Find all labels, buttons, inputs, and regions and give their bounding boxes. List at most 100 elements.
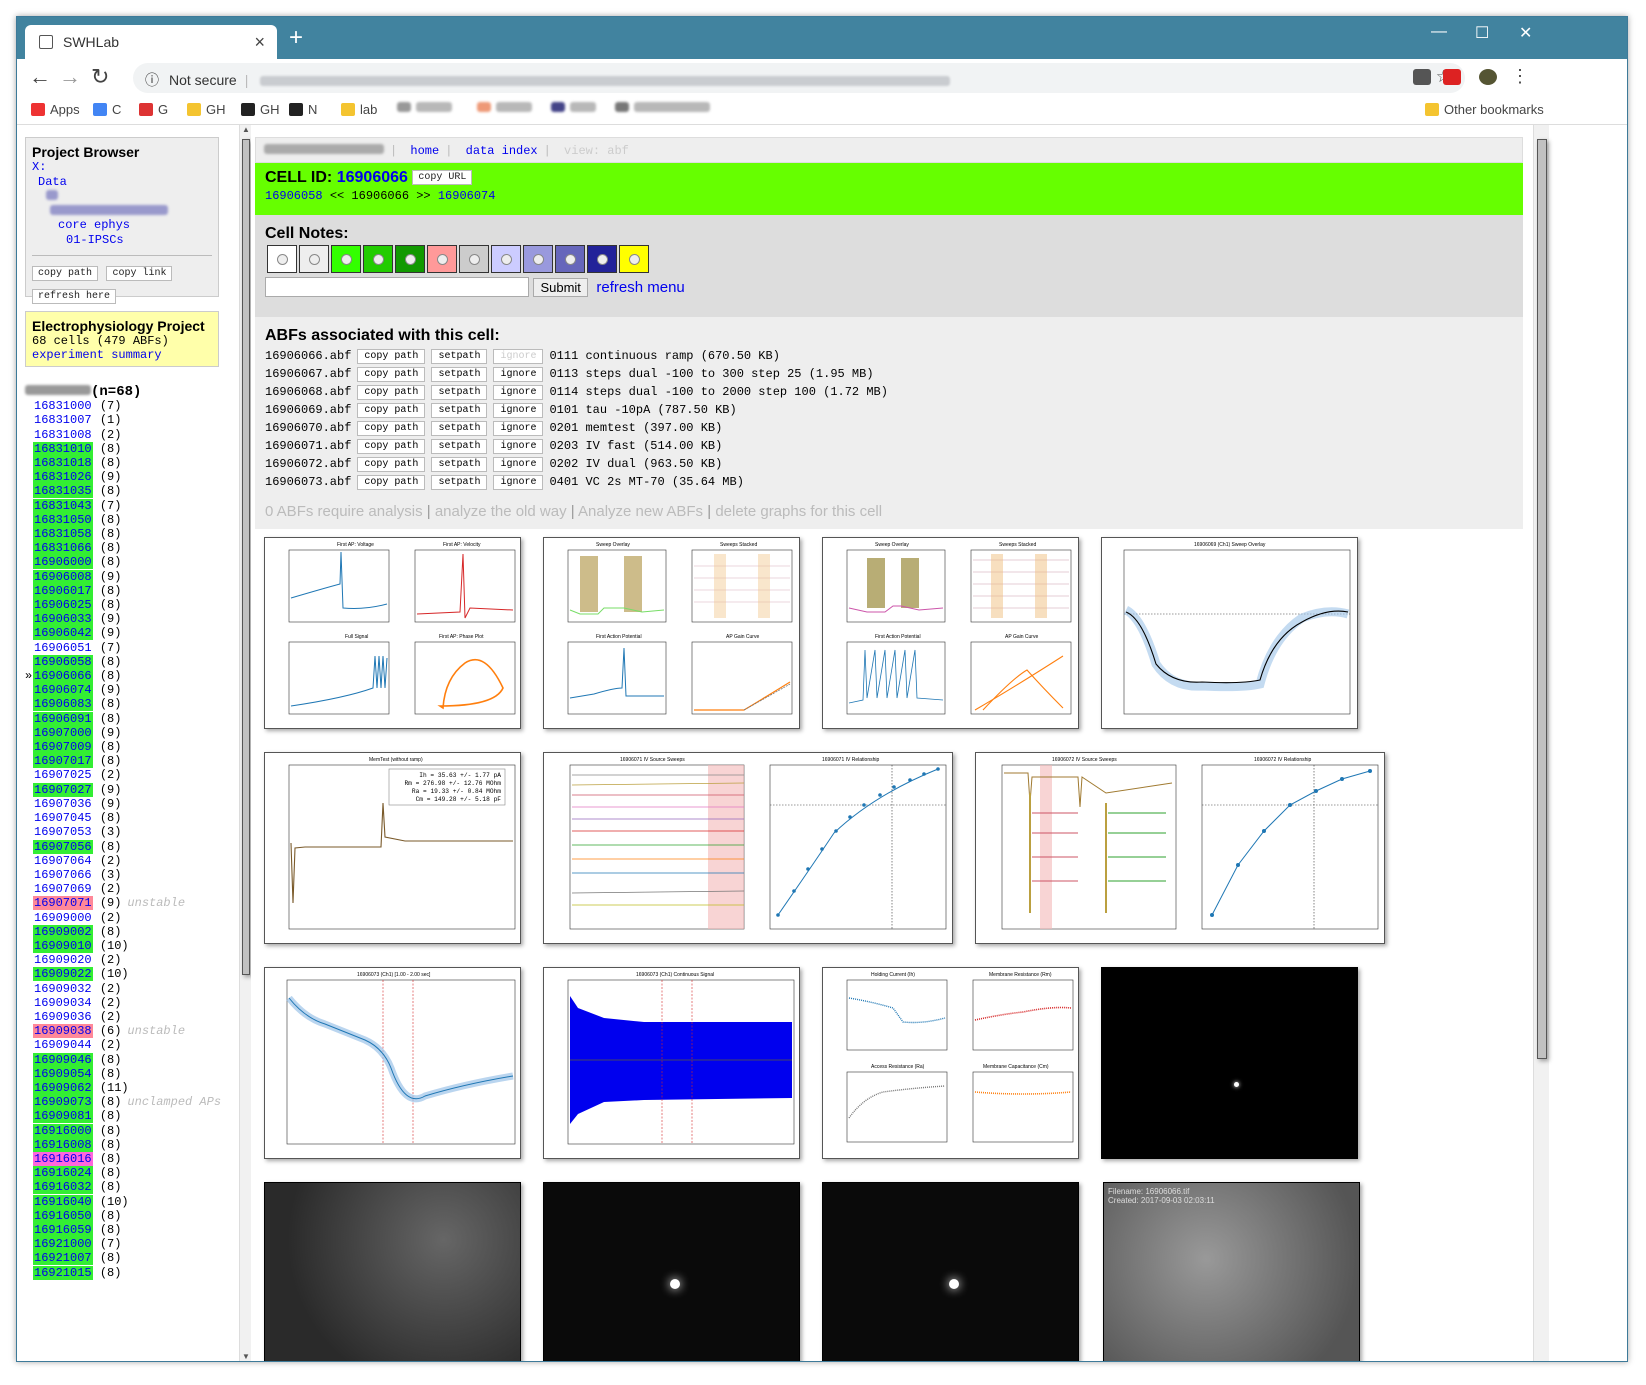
micrograph-5[interactable]: Filename: 16906066.tif Created: 2017-09-…	[1103, 1182, 1360, 1361]
abf-copy-path-button[interactable]: copy path	[357, 420, 426, 436]
micrograph-3[interactable]	[543, 1182, 800, 1361]
cell-link[interactable]: 16921007	[33, 1251, 93, 1266]
copy-url-button[interactable]: copy URL	[412, 170, 473, 186]
analyze-new-link[interactable]: Analyze new ABFs	[578, 503, 704, 520]
tree-core-ephys[interactable]: core ephys	[58, 218, 131, 232]
abf-setpath-button[interactable]: setpath	[431, 348, 488, 364]
abf-setpath-button[interactable]: setpath	[431, 384, 488, 400]
cell-link[interactable]: 16916000	[33, 1123, 93, 1138]
cell-link[interactable]: 16906025	[33, 598, 93, 613]
note-color-swatch[interactable]	[491, 245, 521, 273]
note-color-swatch[interactable]	[523, 245, 553, 273]
tab-close-icon[interactable]: ×	[254, 32, 265, 52]
cell-link[interactable]: 16907000	[33, 725, 93, 740]
cell-link[interactable]: 16906008	[33, 569, 93, 584]
cell-link[interactable]: 16831058	[33, 527, 93, 542]
micrograph-1[interactable]	[1101, 967, 1358, 1159]
tree-data[interactable]: Data	[38, 174, 67, 189]
bookmark-item[interactable]: G	[139, 102, 168, 117]
cell-link[interactable]: 16909044	[34, 1038, 92, 1053]
note-color-swatch[interactable]	[587, 245, 617, 273]
graph-steps-dual-2[interactable]: Sweep Overlay Sweeps Stacked First Action…	[822, 537, 1079, 729]
cell-link[interactable]: 16909032	[34, 981, 92, 996]
cell-link[interactable]: 16906033	[33, 612, 93, 627]
next-cell-link[interactable]: 16906074	[437, 189, 496, 203]
cell-id-link[interactable]: 16906066	[336, 169, 408, 186]
cell-link[interactable]: 16907064	[34, 853, 92, 868]
left-scrollbar[interactable]: ▲ ▼	[239, 125, 251, 1361]
abf-setpath-button[interactable]: setpath	[431, 474, 488, 490]
cell-link[interactable]: 16909010	[33, 938, 93, 953]
graph-vc-mt70[interactable]: 16906073 (Ch1) [1.00 - 2.00 sec]	[264, 967, 521, 1159]
note-color-swatch[interactable]	[331, 245, 361, 273]
abf-copy-path-button[interactable]: copy path	[357, 366, 426, 382]
cell-link[interactable]: 16909036	[34, 1009, 92, 1024]
cell-link[interactable]: 16907027	[33, 782, 93, 797]
abf-ignore-button[interactable]: ignore	[493, 402, 544, 418]
micrograph-4[interactable]	[822, 1182, 1079, 1361]
abf-ignore-button[interactable]: ignore	[493, 348, 544, 364]
abf-copy-path-button[interactable]: copy path	[357, 438, 426, 454]
abf-copy-path-button[interactable]: copy path	[357, 384, 426, 400]
graph-tau[interactable]: 16906069 (Ch1) Sweep Overlay	[1101, 537, 1358, 729]
forward-icon[interactable]: →	[59, 64, 81, 89]
abf-copy-path-button[interactable]: copy path	[357, 402, 426, 418]
cell-link[interactable]: 16916040	[33, 1194, 93, 1209]
cell-link[interactable]: 16907036	[34, 796, 92, 811]
cell-link[interactable]: 16907009	[33, 740, 93, 755]
graph-continuous-signal[interactable]: 16906073 (Ch1) Continuous Signal	[543, 967, 800, 1159]
tree-root[interactable]: X:	[32, 160, 47, 174]
cell-link[interactable]: 16909062	[33, 1080, 93, 1095]
cell-link[interactable]: 16907071	[33, 896, 93, 911]
abf-copy-path-button[interactable]: copy path	[357, 474, 426, 490]
note-input[interactable]	[265, 277, 529, 297]
cell-link[interactable]: 16831018	[33, 456, 93, 471]
cell-link[interactable]: 16831035	[33, 484, 93, 499]
cell-link[interactable]: 16916059	[33, 1222, 93, 1237]
cell-link[interactable]: 16909020	[34, 953, 92, 968]
note-color-swatch[interactable]	[299, 245, 329, 273]
graph-memtest[interactable]: MemTest (without ramp) Ih = 35.63 +/- 1.…	[264, 752, 521, 944]
copy-path-button[interactable]: copy path	[32, 266, 99, 281]
note-color-swatch[interactable]	[619, 245, 649, 273]
graph-first-ap[interactable]: First AP: Voltage First AP: Velocity Full…	[264, 537, 521, 729]
cell-link[interactable]: 16831050	[33, 512, 93, 527]
cell-link[interactable]: 16916050	[33, 1208, 93, 1223]
note-color-swatch[interactable]	[555, 245, 585, 273]
cell-link[interactable]: 16909046	[33, 1052, 93, 1067]
delete-graphs-link[interactable]: delete graphs for this cell	[715, 503, 883, 520]
graph-iv-dual[interactable]: 16906072 IV Source Sweeps 16906072 IV Rel…	[975, 752, 1385, 944]
cell-link[interactable]: 16909002	[33, 924, 93, 939]
cell-link[interactable]: 16909081	[33, 1109, 93, 1124]
graph-membrane-props[interactable]: Holding Current (Ih) Membrane Resistance …	[822, 967, 1079, 1159]
experiment-summary-link[interactable]: experiment summary	[32, 348, 162, 362]
note-color-swatch[interactable]	[459, 245, 489, 273]
refresh-menu-link[interactable]: refresh menu	[596, 278, 685, 296]
cell-link[interactable]: 16906017	[33, 583, 93, 598]
cell-link[interactable]: 16831066	[33, 541, 93, 556]
cell-link[interactable]: 16906083	[33, 697, 93, 712]
cell-link[interactable]: 16831010	[33, 441, 93, 456]
bookmark-item[interactable]: N	[289, 102, 317, 117]
cell-link[interactable]: 16906051	[34, 640, 92, 655]
right-scrollbar[interactable]	[1533, 125, 1549, 1361]
abf-copy-path-button[interactable]: copy path	[357, 348, 426, 364]
cell-link[interactable]: 16907025	[34, 768, 92, 783]
note-color-swatch[interactable]	[267, 245, 297, 273]
cell-link[interactable]: 16907045	[34, 811, 92, 826]
cell-link[interactable]: 16907069	[34, 882, 92, 897]
minimize-icon[interactable]: —	[1431, 23, 1447, 40]
cell-link[interactable]: 16909038	[33, 1024, 93, 1039]
other-bookmarks[interactable]: Other bookmarks	[1425, 102, 1544, 117]
close-window-icon[interactable]: ✕	[1519, 25, 1533, 42]
abf-ignore-button[interactable]: ignore	[493, 456, 544, 472]
graph-steps-dual-1[interactable]: Sweep Overlay Sweeps Stacked First Action…	[543, 537, 800, 729]
tree-ipscs[interactable]: 01-IPSCs	[66, 232, 124, 247]
cell-link[interactable]: 16907053	[34, 825, 92, 840]
cell-link[interactable]: 16831007	[34, 413, 92, 428]
cell-link[interactable]: 16906000	[33, 555, 93, 570]
data-index-link[interactable]: data index	[465, 144, 538, 158]
cell-link[interactable]: 16906042	[33, 626, 93, 641]
abf-setpath-button[interactable]: setpath	[431, 402, 488, 418]
